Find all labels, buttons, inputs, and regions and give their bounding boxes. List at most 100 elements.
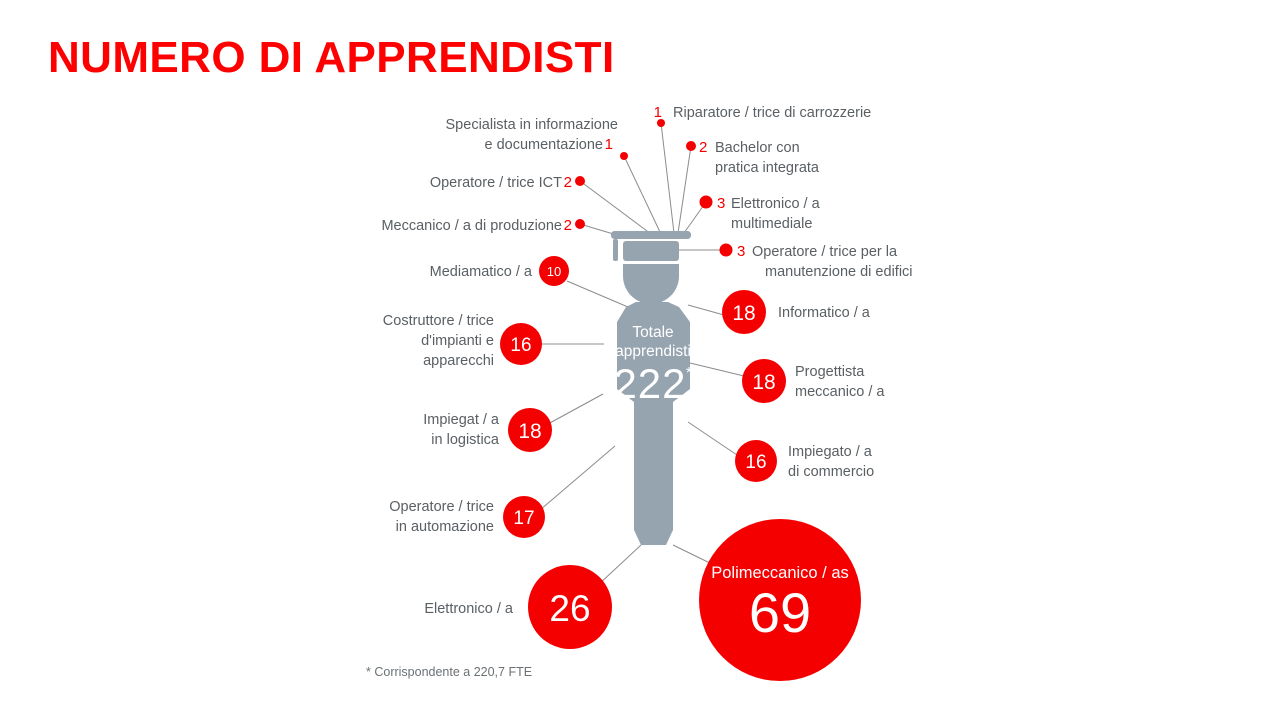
leader-elettronico: [597, 544, 642, 586]
leader-impiegato-commercio: [687, 421, 738, 456]
callout-impiegato-logistica[interactable]: 18 Impiegat / a in logistica: [423, 408, 552, 452]
key-dome-icon: [623, 264, 679, 304]
costruttore-impianti-label-line3: apparecchi: [423, 353, 494, 369]
callout-costruttore-impianti[interactable]: 16 Costruttore / trice d'impianti e appa…: [383, 313, 542, 369]
leader-mediamatico: [566, 280, 629, 308]
callout-polimeccanico[interactable]: Polimeccanico / as 69: [699, 519, 861, 681]
impiegato-logistica-value: 18: [518, 420, 541, 443]
elettronico-multimediale-label-line1: Elettronico / a: [731, 196, 821, 212]
graduation-cap-brim-icon: [611, 231, 691, 239]
operatore-manutenzione-edifici-dot: [719, 243, 733, 257]
impiegato-commercio-bubble: [735, 440, 777, 482]
callout-meccanico-produzione[interactable]: 2 Meccanico / a di produzione: [381, 217, 585, 234]
total-value: 222: [613, 360, 686, 407]
key-body-shape: [617, 302, 690, 545]
operatore-ict-dot: [575, 176, 585, 186]
impiegato-commercio-label-line1: Impiegato / a: [788, 444, 873, 460]
polimeccanico-value: 69: [749, 581, 811, 644]
leader-specialista-informazione: [623, 155, 661, 233]
callout-specialista-informazione[interactable]: Specialista in informazione e documentaz…: [446, 117, 628, 160]
graduation-cap-tassel-icon: [613, 239, 618, 261]
specialista-informazione-value: 1: [605, 136, 613, 153]
operatore-automazione-label-line1: Operatore / trice: [389, 499, 494, 515]
mediamatico-value: 10: [547, 264, 561, 279]
progettista-meccanico-bubble: [742, 359, 786, 403]
informatico-bubble: [722, 290, 766, 334]
graduation-cap-body-icon: [623, 241, 679, 261]
key-graphic: [611, 231, 691, 545]
operatore-automazione-label-line2: in automazione: [396, 519, 494, 535]
elettronico-bubble: [528, 565, 612, 649]
leader-bachelor-pratica: [677, 145, 692, 234]
operatore-manutenzione-edifici-label-line2: manutenzione di edifici: [765, 264, 913, 280]
impiegato-logistica-bubble: [508, 408, 552, 452]
meccanico-produzione-label: Meccanico / a di produzione: [381, 218, 562, 234]
leader-lines: [539, 122, 745, 586]
riparatore-carrozzerie-value: 1: [654, 104, 662, 121]
leader-riparatore-carrozzerie: [660, 122, 675, 234]
callout-informatico[interactable]: 18 Informatico / a: [722, 290, 871, 334]
elettronico-multimediale-label-line2: multimediale: [731, 216, 812, 232]
specialista-informazione-label-line2: e documentazione: [485, 137, 604, 153]
impiegato-commercio-label-line2: di commercio: [788, 464, 874, 480]
progettista-meccanico-label-line2: meccanico / a: [795, 384, 885, 400]
dot-callouts: 1 Riparatore / trice di carrozzerie Spec…: [381, 104, 912, 280]
callout-mediamatico[interactable]: 10 Mediamatico / a: [430, 256, 569, 286]
operatore-ict-value: 2: [564, 174, 572, 191]
progettista-meccanico-value: 18: [752, 371, 775, 394]
polimeccanico-bubble: [699, 519, 861, 681]
progettista-meccanico-label-line1: Progettista: [795, 364, 865, 380]
callout-riparatore-carrozzerie[interactable]: 1 Riparatore / trice di carrozzerie: [654, 104, 872, 127]
page-title: NUMERO DI APPRENDISTI: [48, 33, 615, 82]
operatore-manutenzione-edifici-value: 3: [737, 243, 745, 260]
leader-operatore-automazione: [539, 445, 616, 511]
callout-elettronico-multimediale[interactable]: 3 Elettronico / a multimediale: [699, 195, 821, 232]
polimeccanico-label: Polimeccanico / as: [711, 564, 849, 582]
callout-impiegato-commercio[interactable]: 16 Impiegato / a di commercio: [735, 440, 874, 482]
callout-operatore-ict[interactable]: 2 Operatore / trice ICT: [430, 174, 585, 191]
informatico-label: Informatico / a: [778, 305, 871, 321]
riparatore-carrozzerie-dot: [657, 119, 665, 127]
callout-operatore-automazione[interactable]: 17 Operatore / trice in automazione: [389, 496, 545, 538]
callout-elettronico[interactable]: 26 Elettronico / a: [424, 565, 612, 649]
costruttore-impianti-bubble: [500, 323, 542, 365]
leader-impiegato-logistica: [547, 393, 604, 425]
callout-bachelor-pratica-integrata[interactable]: 2 Bachelor con pratica integrata: [686, 139, 820, 176]
leader-operatore-ict: [579, 180, 652, 235]
informatico-value: 18: [732, 302, 755, 325]
bachelor-pratica-integrata-dot: [686, 141, 696, 151]
mediamatico-bubble: [539, 256, 569, 286]
specialista-informazione-dot: [620, 152, 628, 160]
callout-progettista-meccanico[interactable]: 18 Progettista meccanico / a: [742, 359, 885, 403]
key-center-label: Totale apprendisti 222 *: [613, 324, 692, 407]
meccanico-produzione-value: 2: [564, 217, 572, 234]
total-superscript: *: [686, 365, 692, 382]
operatore-ict-label: Operatore / trice ICT: [430, 175, 562, 191]
operatore-automazione-bubble: [503, 496, 545, 538]
impiegato-commercio-value: 16: [745, 452, 766, 473]
bachelor-pratica-integrata-label-line2: pratica integrata: [715, 160, 820, 176]
elettronico-label: Elettronico / a: [424, 601, 514, 617]
bachelor-pratica-integrata-label-line1: Bachelor con: [715, 140, 800, 156]
bachelor-pratica-integrata-value: 2: [699, 139, 707, 156]
bubble-callouts: 10 Mediamatico / a 18 Informatico / a 16…: [383, 256, 885, 681]
total-caption-line2: apprendisti: [615, 343, 691, 360]
costruttore-impianti-label-line2: d'impianti e: [421, 333, 494, 349]
elettronico-multimediale-value: 3: [717, 195, 725, 212]
leader-informatico: [687, 304, 725, 316]
operatore-automazione-value: 17: [513, 508, 534, 529]
riparatore-carrozzerie-label: Riparatore / trice di carrozzerie: [673, 105, 871, 121]
mediamatico-label: Mediamatico / a: [430, 264, 533, 280]
costruttore-impianti-label-line1: Costruttore / trice: [383, 313, 494, 329]
operatore-manutenzione-edifici-label-line1: Operatore / trice per la: [752, 244, 898, 260]
callout-operatore-manutenzione-edifici[interactable]: 3 Operatore / trice per la manutenzione …: [719, 243, 913, 280]
leader-progettista-meccanico: [689, 362, 745, 377]
total-caption-line1: Totale: [632, 324, 673, 341]
impiegato-logistica-label-line1: Impiegat / a: [423, 412, 500, 428]
footnote: * Corrispondente a 220,7 FTE: [366, 665, 532, 679]
costruttore-impianti-value: 16: [510, 335, 531, 356]
meccanico-produzione-dot: [575, 219, 585, 229]
elettronico-multimediale-dot: [699, 195, 713, 209]
specialista-informazione-label-line1: Specialista in informazione: [446, 117, 618, 133]
